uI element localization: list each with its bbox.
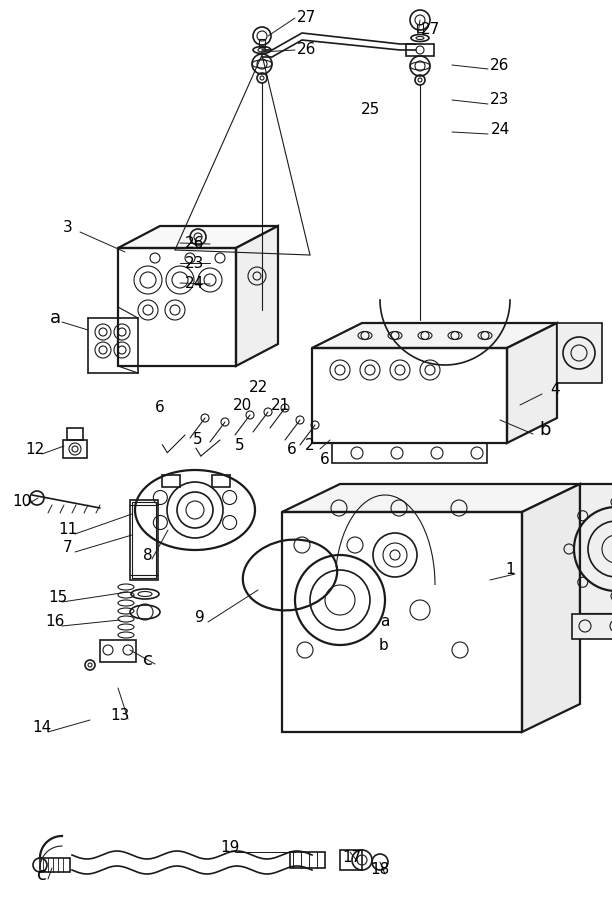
- Text: 27: 27: [297, 11, 316, 25]
- Bar: [132, 502, 156, 578]
- Bar: [162, 475, 180, 487]
- Text: 16: 16: [45, 615, 65, 629]
- Text: 26: 26: [297, 42, 316, 58]
- Text: 22: 22: [248, 381, 267, 395]
- Text: 7: 7: [63, 541, 73, 555]
- Text: 3: 3: [63, 220, 73, 236]
- Text: 2: 2: [305, 437, 315, 453]
- Text: 23: 23: [490, 93, 510, 107]
- Text: a: a: [380, 615, 390, 629]
- Text: c: c: [143, 651, 153, 669]
- Text: 13: 13: [110, 707, 130, 723]
- Bar: [340, 850, 362, 870]
- Bar: [40, 858, 70, 872]
- Bar: [332, 443, 487, 463]
- Text: a: a: [50, 309, 61, 327]
- Text: 27: 27: [420, 22, 439, 38]
- Text: 8: 8: [143, 547, 153, 562]
- Text: 9: 9: [195, 610, 205, 626]
- Bar: [212, 475, 230, 487]
- Text: b: b: [539, 421, 551, 439]
- Text: 6: 6: [320, 453, 330, 467]
- Bar: [130, 500, 158, 580]
- Text: 15: 15: [48, 590, 67, 606]
- Text: 25: 25: [360, 103, 379, 118]
- Polygon shape: [507, 323, 557, 443]
- Bar: [259, 39, 265, 47]
- Bar: [290, 852, 325, 868]
- Text: 4: 4: [550, 382, 560, 398]
- Bar: [100, 640, 136, 662]
- Text: 1: 1: [505, 562, 515, 578]
- Bar: [417, 24, 423, 32]
- Text: 5: 5: [193, 433, 203, 447]
- Polygon shape: [312, 323, 557, 348]
- Text: 12: 12: [25, 443, 45, 457]
- Text: b: b: [378, 637, 388, 652]
- Text: 11: 11: [58, 523, 78, 537]
- Bar: [572, 614, 612, 639]
- Polygon shape: [522, 484, 580, 732]
- Polygon shape: [282, 484, 580, 512]
- Bar: [406, 44, 434, 56]
- Text: 24: 24: [490, 122, 510, 138]
- Text: 23: 23: [185, 256, 204, 271]
- Bar: [557, 323, 602, 383]
- Text: 17: 17: [342, 850, 362, 866]
- Polygon shape: [236, 226, 278, 366]
- Text: 18: 18: [370, 862, 390, 878]
- Bar: [67, 428, 83, 440]
- Text: 10: 10: [12, 494, 32, 509]
- Bar: [580, 484, 612, 614]
- Text: 21: 21: [271, 398, 289, 412]
- Text: 26: 26: [490, 58, 510, 73]
- Text: 19: 19: [220, 841, 240, 856]
- Text: 24: 24: [185, 275, 204, 291]
- Text: 14: 14: [32, 721, 51, 735]
- Text: 20: 20: [233, 398, 253, 412]
- Polygon shape: [118, 226, 278, 248]
- Bar: [63, 440, 87, 458]
- Text: 26: 26: [185, 236, 204, 250]
- Text: 6: 6: [287, 443, 297, 457]
- Text: 5: 5: [235, 437, 245, 453]
- Text: c: c: [37, 866, 47, 884]
- Text: 6: 6: [155, 400, 165, 416]
